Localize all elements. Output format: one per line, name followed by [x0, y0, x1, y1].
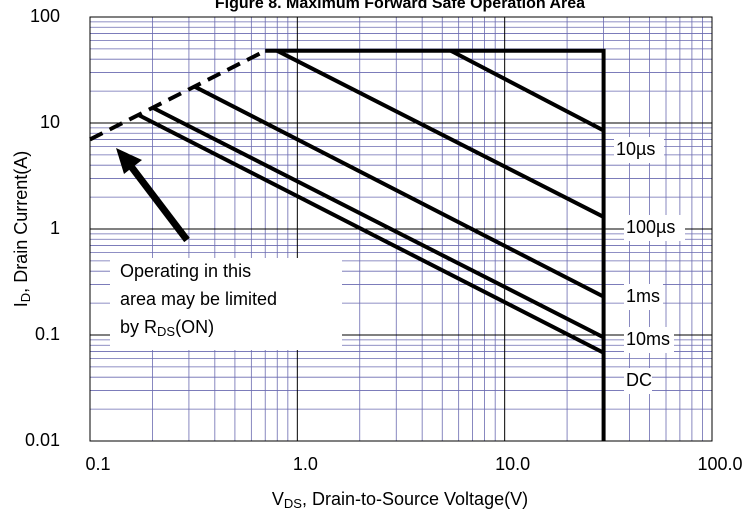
- series-label: 10µs: [616, 139, 655, 159]
- series-line: [193, 84, 605, 299]
- marks: [89, 48, 606, 441]
- grid: [89, 16, 713, 442]
- series-label-bg: [624, 284, 663, 310]
- annotation-line: Operating in this: [120, 261, 251, 281]
- x-label-part: V: [272, 489, 284, 509]
- series-line: [89, 49, 267, 142]
- series-label: DC: [626, 370, 652, 390]
- series-label-bg: [624, 215, 685, 241]
- annotation-part: (ON): [175, 317, 214, 337]
- y-tick-label: 0.01: [25, 430, 60, 450]
- y-tick-label: 100: [30, 6, 60, 26]
- series-line: [136, 112, 605, 355]
- series-line: [151, 105, 605, 340]
- x-axis-label: VDS, Drain-to-Source Voltage(V): [272, 489, 528, 512]
- chart-title: Figure 8. Maximum Forward Safe Operation…: [215, 0, 585, 12]
- x-tick-label: 0.1: [85, 454, 110, 474]
- series-label: 100µs: [626, 217, 675, 237]
- series-line: [276, 49, 605, 219]
- y-tick-label: 1: [50, 218, 60, 238]
- y-tick-label: 10: [40, 112, 60, 132]
- arrow-shaft: [127, 162, 190, 243]
- annotation-box: [110, 258, 342, 350]
- series-label: 1ms: [626, 286, 660, 306]
- series-label: 10ms: [626, 329, 670, 349]
- y-label-part: I: [11, 302, 31, 307]
- y-tick-label: 0.1: [35, 324, 60, 344]
- x-tick-label: 100.0: [697, 454, 742, 474]
- series-line: [449, 49, 605, 133]
- series-label-bg: [624, 368, 652, 394]
- x-label-sub: DS: [284, 496, 302, 511]
- y-label-sub: D: [18, 293, 33, 302]
- annotation-sub: DS: [157, 324, 175, 339]
- series-label-bg: [614, 137, 664, 163]
- y-label-part: , Drain Current(A): [11, 151, 31, 293]
- series-line: [265, 48, 606, 441]
- arrow-head: [116, 148, 142, 174]
- annotation-part: by R: [120, 317, 157, 337]
- series-label-bg: [624, 327, 674, 353]
- x-label-part: , Drain-to-Source Voltage(V): [302, 489, 528, 509]
- y-axis-label: ID, Drain Current(A): [11, 151, 34, 307]
- x-tick-label: 10.0: [495, 454, 530, 474]
- annotation-line: by RDS(ON): [120, 317, 214, 340]
- x-tick-label: 1.0: [293, 454, 318, 474]
- annotation-line: area may be limited: [120, 289, 277, 309]
